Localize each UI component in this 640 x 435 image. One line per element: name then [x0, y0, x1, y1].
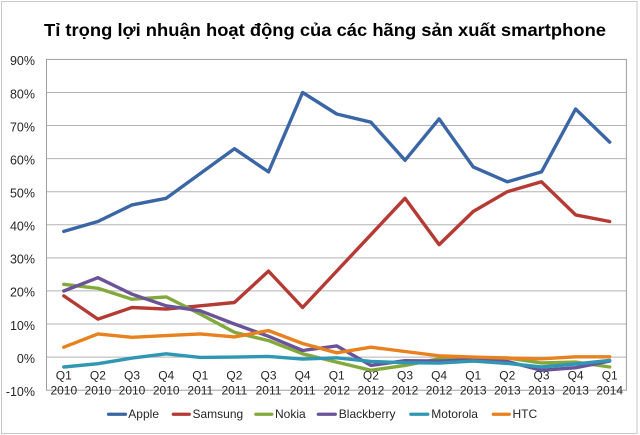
- svg-text:0%: 0%: [17, 352, 35, 366]
- svg-text:Q2: Q2: [90, 369, 106, 383]
- svg-text:Q4: Q4: [431, 369, 447, 383]
- svg-text:2010: 2010: [153, 384, 180, 398]
- svg-text:2014: 2014: [596, 384, 623, 398]
- svg-text:2011: 2011: [256, 384, 282, 398]
- svg-text:90%: 90%: [10, 54, 35, 68]
- svg-text:Q1: Q1: [465, 369, 481, 383]
- svg-text:Nokia: Nokia: [275, 407, 306, 421]
- svg-text:Q4: Q4: [295, 369, 311, 383]
- svg-text:-10%: -10%: [6, 385, 35, 399]
- svg-text:2012: 2012: [392, 384, 419, 398]
- svg-text:20%: 20%: [10, 286, 35, 300]
- svg-text:2012: 2012: [323, 384, 350, 398]
- svg-text:Q1: Q1: [56, 369, 72, 383]
- svg-text:2011: 2011: [187, 384, 213, 398]
- svg-text:70%: 70%: [10, 120, 35, 134]
- svg-text:2012: 2012: [358, 384, 385, 398]
- svg-text:Q3: Q3: [533, 369, 549, 383]
- svg-text:2010: 2010: [50, 384, 77, 398]
- svg-text:HTC: HTC: [513, 407, 538, 421]
- svg-text:2013: 2013: [528, 384, 555, 398]
- svg-text:Q4: Q4: [568, 369, 584, 383]
- svg-text:Q3: Q3: [260, 369, 276, 383]
- svg-text:2012: 2012: [426, 384, 453, 398]
- svg-text:50%: 50%: [10, 187, 35, 201]
- svg-text:30%: 30%: [10, 253, 35, 267]
- svg-text:2011: 2011: [221, 384, 247, 398]
- svg-text:80%: 80%: [10, 87, 35, 101]
- svg-text:2013: 2013: [562, 384, 589, 398]
- svg-text:Samsung: Samsung: [193, 407, 244, 421]
- svg-text:Q3: Q3: [397, 369, 413, 383]
- svg-text:Apple: Apple: [128, 407, 159, 421]
- svg-text:Q1: Q1: [192, 369, 208, 383]
- svg-text:2010: 2010: [85, 384, 112, 398]
- svg-text:Q4: Q4: [158, 369, 174, 383]
- svg-text:10%: 10%: [10, 319, 35, 333]
- svg-text:Q2: Q2: [363, 369, 379, 383]
- svg-text:Q2: Q2: [226, 369, 242, 383]
- svg-text:Q2: Q2: [499, 369, 515, 383]
- svg-text:60%: 60%: [10, 153, 35, 167]
- svg-text:Tỉ trọng lợi nhuận hoạt động c: Tỉ trọng lợi nhuận hoạt động của các hãn…: [44, 20, 606, 40]
- svg-text:2013: 2013: [494, 384, 521, 398]
- svg-text:Motorola: Motorola: [431, 407, 478, 421]
- svg-text:2011: 2011: [290, 384, 316, 398]
- svg-text:2013: 2013: [460, 384, 487, 398]
- svg-text:Q1: Q1: [602, 369, 618, 383]
- svg-text:40%: 40%: [10, 220, 35, 234]
- svg-text:Blackberry: Blackberry: [339, 407, 396, 421]
- svg-text:Q1: Q1: [329, 369, 345, 383]
- svg-text:2010: 2010: [119, 384, 146, 398]
- svg-text:Q3: Q3: [124, 369, 140, 383]
